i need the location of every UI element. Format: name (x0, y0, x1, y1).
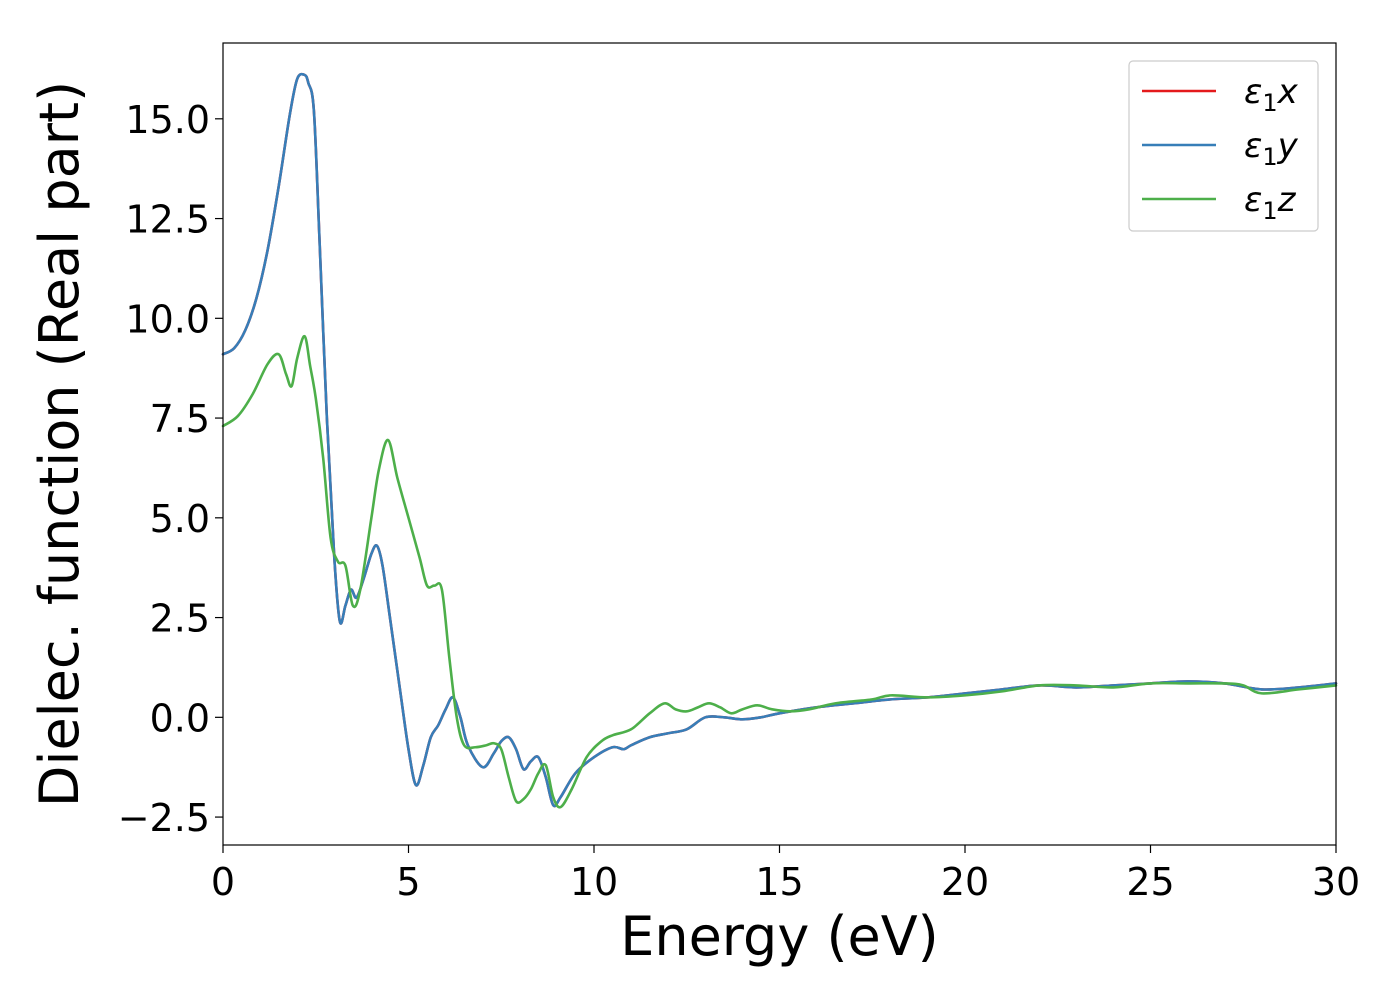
y-tick-label: 10.0 (125, 297, 210, 341)
legend-label-component: x (1277, 72, 1299, 112)
y-tick-label: 7.5 (150, 397, 210, 441)
x-axis-ticks: 0 5 10 15 20 25 30 (211, 845, 1360, 904)
x-axis-label: Energy (eV) (620, 905, 939, 968)
legend-box (1128, 60, 1319, 232)
legend-label-subscript: 1 (1262, 89, 1277, 117)
y-tick-label: 2.5 (150, 597, 210, 641)
legend-label-base: ε (1244, 72, 1262, 112)
y-tick-label: 5.0 (150, 497, 210, 541)
y-tick-label: 15.0 (125, 98, 210, 142)
x-tick-label: 25 (1126, 860, 1174, 904)
y-tick-label: 0.0 (150, 696, 210, 740)
series-line-z (221, 334, 1338, 809)
legend-label-subscript: 1 (1262, 197, 1277, 225)
legend-label-y: ε1y (1244, 126, 1299, 171)
series-layer (221, 72, 1338, 809)
legend-label-component: y (1277, 126, 1299, 166)
legend-label-component: z (1277, 180, 1297, 220)
legend-label-subscript: 1 (1262, 143, 1277, 171)
y-axis-label: Dielec. function (Real part) (28, 81, 91, 807)
y-axis-ticks: −2.5 0.0 2.5 5.0 7.5 10.0 12.5 15.0 (118, 98, 223, 840)
x-tick-label: 0 (211, 860, 235, 904)
legend-label-z: ε1z (1244, 180, 1297, 225)
x-tick-label: 15 (755, 860, 803, 904)
x-tick-label: 10 (570, 860, 618, 904)
x-tick-label: 5 (396, 860, 420, 904)
x-tick-label: 30 (1312, 860, 1360, 904)
legend-label-base: ε (1244, 180, 1262, 220)
y-tick-label: −2.5 (118, 796, 210, 840)
legend-label-x: ε1x (1244, 72, 1299, 117)
y-tick-label: 12.5 (125, 198, 210, 242)
legend-label-base: ε (1244, 126, 1262, 166)
x-tick-label: 20 (941, 860, 989, 904)
